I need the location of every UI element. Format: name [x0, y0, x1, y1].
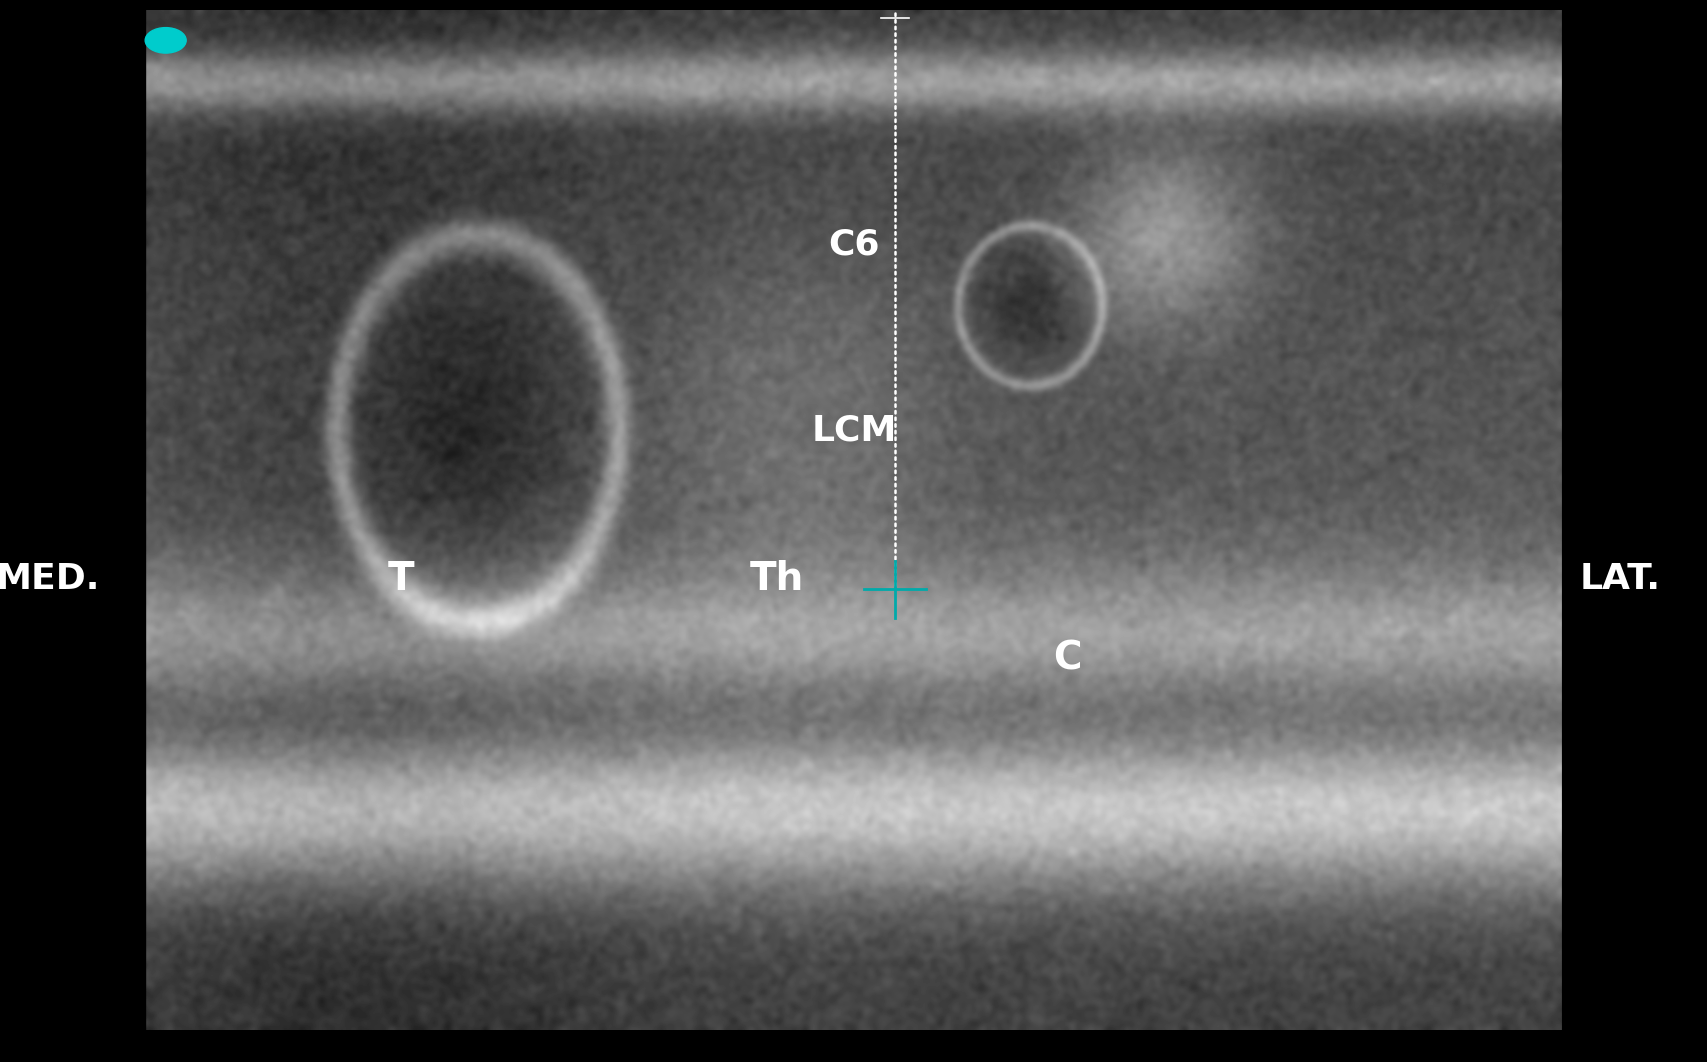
Text: T: T: [387, 560, 415, 598]
Text: C6: C6: [828, 227, 879, 261]
Text: MED.: MED.: [0, 562, 101, 596]
Text: LCM: LCM: [811, 413, 896, 447]
Circle shape: [145, 28, 186, 53]
Text: LAT.: LAT.: [1579, 562, 1659, 596]
Text: Th: Th: [749, 560, 804, 598]
Text: C: C: [1053, 639, 1081, 678]
